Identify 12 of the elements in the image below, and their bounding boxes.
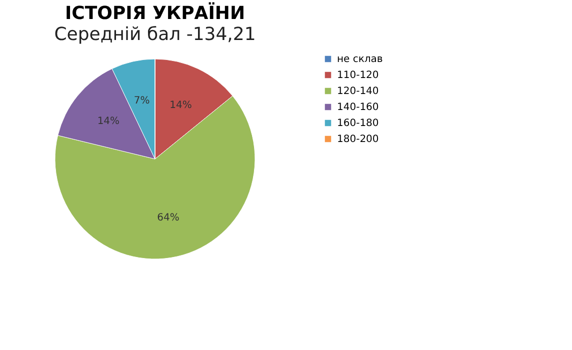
chart-subtitle: Середній бал -134,21 xyxy=(54,24,256,45)
data-label: 14% xyxy=(97,116,120,128)
legend-label: 120-140 xyxy=(337,86,379,97)
data-label: 7% xyxy=(134,95,150,106)
legend-label: 180-200 xyxy=(337,134,379,145)
legend-label: не склав xyxy=(337,54,383,65)
legend-label: 110-120 xyxy=(337,70,379,81)
data-label: 64% xyxy=(157,212,180,224)
legend-label: 160-180 xyxy=(337,118,379,129)
legend-label: 140-160 xyxy=(337,102,379,113)
data-label: 14% xyxy=(170,100,192,111)
chart-title: ІСТОРІЯ УКРАЇНИ xyxy=(64,2,246,24)
